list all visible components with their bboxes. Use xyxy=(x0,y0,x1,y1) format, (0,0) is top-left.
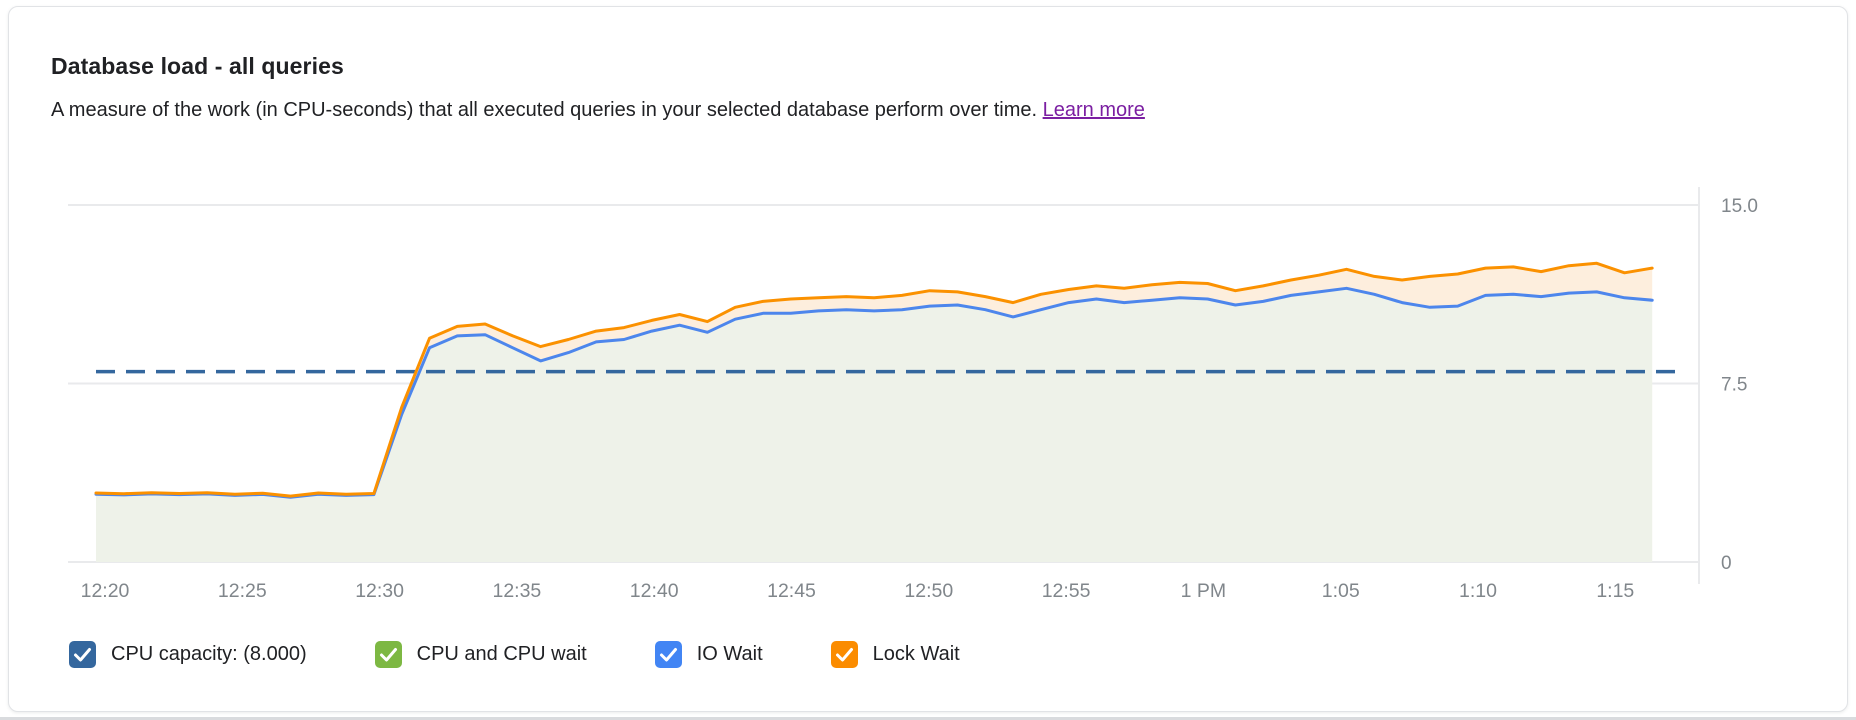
legend-item-lock-wait[interactable]: Lock Wait xyxy=(830,641,960,668)
svg-text:12:40: 12:40 xyxy=(630,580,679,602)
svg-text:12:45: 12:45 xyxy=(767,580,816,602)
legend-label-lock-wait: Lock Wait xyxy=(872,643,960,665)
io-wait-checkbox[interactable] xyxy=(654,641,682,668)
learn-more-link[interactable]: Learn more xyxy=(1042,99,1145,121)
subtitle-text: A measure of the work (in CPU-seconds) t… xyxy=(51,99,1038,121)
svg-text:12:55: 12:55 xyxy=(1042,580,1091,602)
card-subtitle: A measure of the work (in CPU-seconds) t… xyxy=(51,99,1145,122)
cpu-capacity-checkbox[interactable] xyxy=(69,641,96,668)
checkmark-icon xyxy=(835,648,853,662)
svg-text:12:25: 12:25 xyxy=(218,580,267,602)
legend-item-cpu-capacity[interactable]: CPU capacity: (8.000) xyxy=(69,641,307,668)
card-title: Database load - all queries xyxy=(51,53,344,79)
svg-text:12:50: 12:50 xyxy=(904,580,953,602)
svg-text:7.5: 7.5 xyxy=(1721,375,1747,396)
svg-text:12:35: 12:35 xyxy=(492,580,541,602)
legend-item-cpu-and-cpu-wait[interactable]: CPU and CPU wait xyxy=(374,641,587,668)
checkmark-icon xyxy=(74,648,91,662)
svg-text:1:15: 1:15 xyxy=(1596,580,1634,602)
legend-item-io-wait[interactable]: IO Wait xyxy=(654,641,763,668)
page-bottom-divider xyxy=(0,717,1856,720)
svg-text:1:05: 1:05 xyxy=(1322,580,1360,602)
checkmark-icon xyxy=(659,648,677,662)
svg-text:12:30: 12:30 xyxy=(355,580,404,602)
load-chart[interactable]: 0 7.5 15.0 12:20 12:25 12:30 12:35 12:40 12:45 12… xyxy=(9,157,1856,617)
chart-svg[interactable]: 0 7.5 15.0 12:20 12:25 12:30 12:35 12:40 12:45 12… xyxy=(9,157,1856,617)
svg-text:15.0: 15.0 xyxy=(1721,196,1758,217)
lock-wait-checkbox[interactable] xyxy=(830,641,858,668)
cpu-and-cpu-wait-checkbox[interactable] xyxy=(374,641,402,668)
svg-text:0: 0 xyxy=(1721,553,1732,574)
svg-text:1 PM: 1 PM xyxy=(1181,580,1227,602)
checkmark-icon xyxy=(379,648,397,662)
database-load-card: Database load - all queries A measure of… xyxy=(8,6,1848,712)
legend-label-cpu-and-cpu-wait: CPU and CPU wait xyxy=(416,643,587,665)
legend-label-io-wait: IO Wait xyxy=(696,643,763,665)
svg-text:1:10: 1:10 xyxy=(1459,580,1497,602)
svg-text:12:20: 12:20 xyxy=(81,580,130,602)
legend-label-cpu-capacity: CPU capacity: (8.000) xyxy=(111,643,307,665)
chart-legend: CPU capacity: (8.000) CPU and CPU wait I… xyxy=(69,641,960,668)
